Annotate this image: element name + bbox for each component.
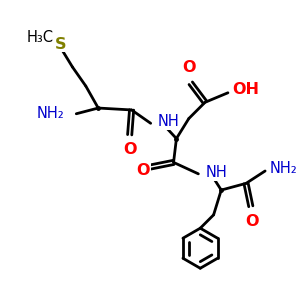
Text: NH: NH xyxy=(157,114,179,129)
Text: O: O xyxy=(182,60,196,75)
Text: S: S xyxy=(55,37,67,52)
Text: NH: NH xyxy=(206,165,228,180)
Text: H₃C: H₃C xyxy=(27,30,54,45)
Text: O: O xyxy=(123,142,136,158)
Text: O: O xyxy=(136,164,150,178)
Text: NH₂: NH₂ xyxy=(37,106,65,121)
Text: OH: OH xyxy=(233,82,260,98)
Text: NH₂: NH₂ xyxy=(270,160,298,175)
Text: O: O xyxy=(245,214,259,229)
